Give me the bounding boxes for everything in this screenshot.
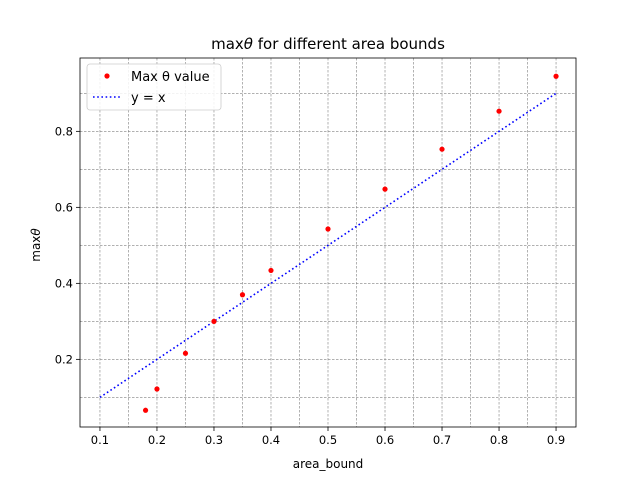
x-tick-label: 0.4 xyxy=(262,433,280,447)
data-point xyxy=(268,267,274,274)
data-point xyxy=(154,386,160,392)
x-axis-label: area_bound xyxy=(293,457,364,471)
x-tick-label: 0.2 xyxy=(148,433,166,447)
y-tick-label: 0.2 xyxy=(55,352,73,366)
legend-label-line: y = x xyxy=(131,91,166,106)
x-axis: 0.1 0.2 0.3 0.4 0.5 0.6 0.7 0.8 0.9 xyxy=(91,427,565,447)
x-tick-label: 0.7 xyxy=(433,433,451,447)
x-tick-label: 0.8 xyxy=(490,433,508,447)
data-point xyxy=(142,407,149,413)
legend-marker-scatter xyxy=(104,73,110,79)
y-tick-label: 0.6 xyxy=(55,200,73,214)
legend-box xyxy=(86,63,222,111)
grid xyxy=(80,58,576,427)
chart-title: maxθ for different area bounds xyxy=(211,35,445,53)
data-point xyxy=(496,108,502,114)
data-point xyxy=(182,350,189,356)
x-tick-label: 0.1 xyxy=(91,433,109,447)
y-axis-label: maxθ xyxy=(29,228,43,262)
data-point xyxy=(553,73,559,79)
legend-label-scatter: Max θ value xyxy=(131,70,210,85)
legend: Max θ value y = x xyxy=(86,63,222,111)
y-axis: 0.2 0.4 0.6 0.8 xyxy=(55,124,80,366)
x-tick-label: 0.3 xyxy=(205,433,223,447)
x-tick-label: 0.6 xyxy=(376,433,394,447)
identity-line xyxy=(99,92,557,399)
data-point xyxy=(325,226,331,232)
series-layer xyxy=(99,73,559,413)
y-tick-label: 0.8 xyxy=(55,124,73,138)
x-tick-label: 0.5 xyxy=(319,433,337,447)
data-point xyxy=(439,146,445,152)
x-tick-label: 0.9 xyxy=(547,433,565,447)
data-point xyxy=(211,318,217,324)
y-tick-label: 0.4 xyxy=(55,276,73,290)
data-point xyxy=(382,186,388,192)
data-point xyxy=(239,292,246,298)
